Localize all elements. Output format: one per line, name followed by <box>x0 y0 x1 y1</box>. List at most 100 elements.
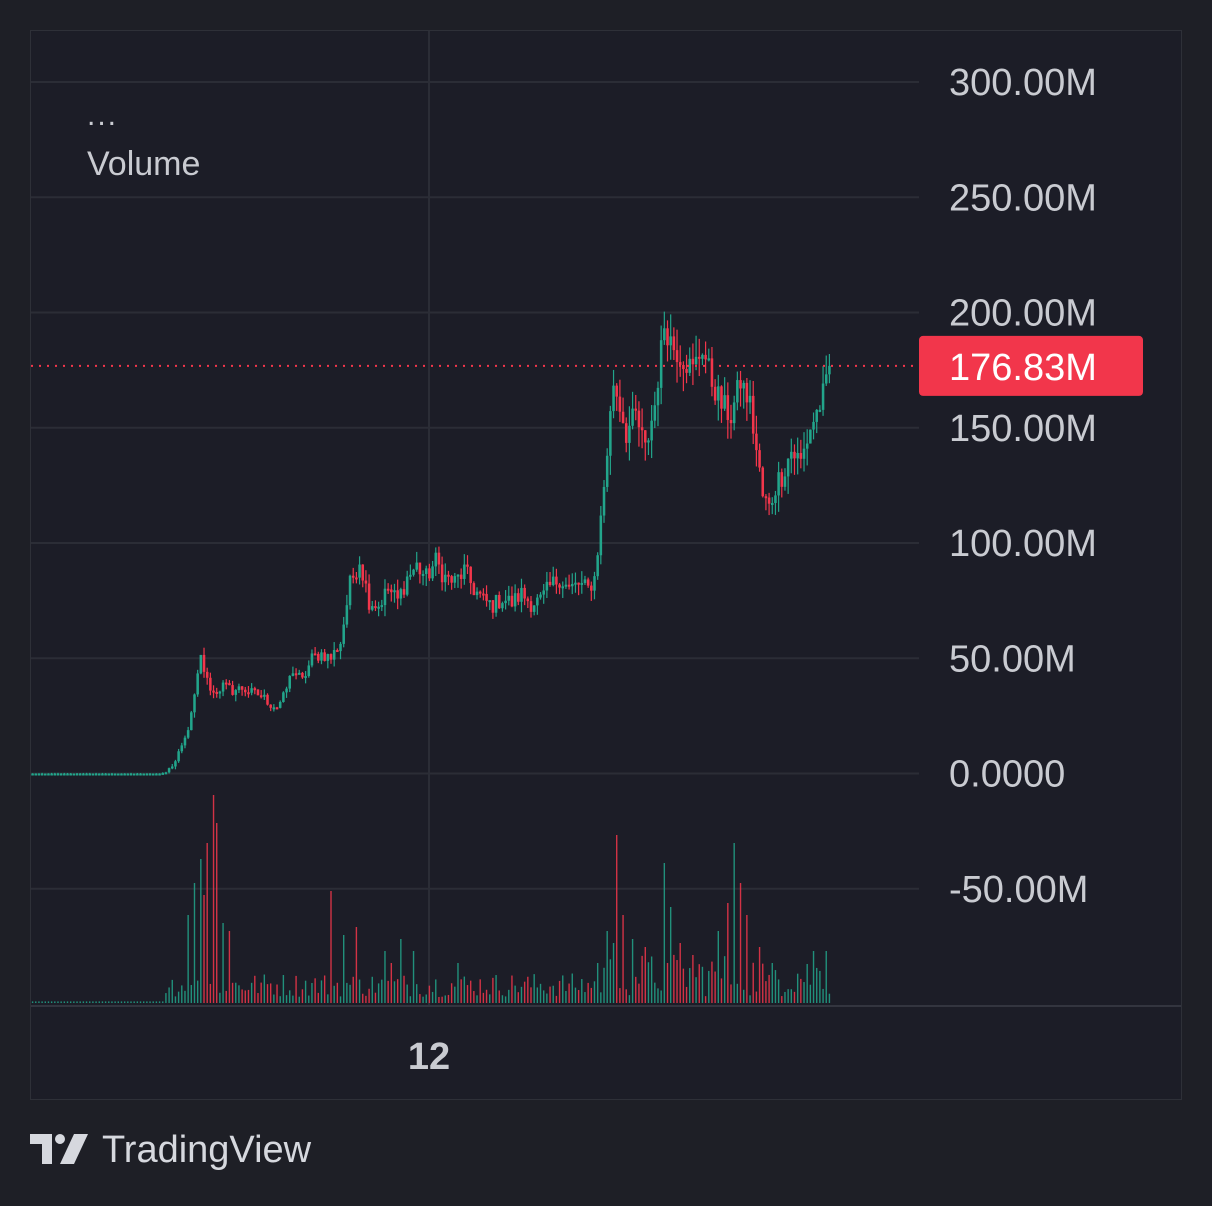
candle-body <box>431 566 434 579</box>
candle-body <box>529 601 533 612</box>
candle-body <box>383 588 387 606</box>
candle-body <box>478 591 482 594</box>
volume-bar <box>98 1001 100 1003</box>
volume-bar <box>187 915 189 1003</box>
volume-bar <box>689 968 691 1003</box>
chart-frame[interactable]: 300.00M 250.00M 200.00M 150.00M 100.00M 50.00… <box>30 30 1182 1100</box>
volume-bar <box>825 951 827 1003</box>
volume-bar <box>149 1001 151 1003</box>
volume-bar <box>101 1001 104 1003</box>
candle-body <box>790 451 793 459</box>
candle-body <box>650 420 653 441</box>
volume-bar <box>104 1001 107 1003</box>
candle-body <box>355 577 358 580</box>
volume-bar <box>108 1001 110 1003</box>
candle-body <box>564 584 568 587</box>
volume-bar <box>212 795 215 1003</box>
volume-bar <box>498 990 500 1003</box>
volume-bar <box>308 995 310 1003</box>
candle-body <box>501 603 504 609</box>
candle-body <box>475 591 479 596</box>
chart-canvas[interactable]: 300.00M 250.00M 200.00M 150.00M 100.00M 50.00… <box>31 31 1181 1099</box>
volume-bar <box>666 962 669 1003</box>
volume-bar <box>736 983 739 1003</box>
candle-body <box>736 380 739 403</box>
candle-body <box>453 576 457 583</box>
candle-body <box>631 408 634 426</box>
volume-bar <box>95 1001 97 1003</box>
y-tick-label: 200.00M <box>949 293 1097 335</box>
candle-body <box>199 654 203 674</box>
volume-bar <box>269 983 272 1003</box>
volume-bar <box>800 978 802 1003</box>
candle-body <box>644 430 647 443</box>
candle-body <box>377 606 380 609</box>
candle-body <box>161 772 165 775</box>
candle-body <box>136 773 139 776</box>
volume-bar <box>492 977 494 1003</box>
candle-body <box>234 690 238 695</box>
volume-bar <box>425 994 427 1003</box>
volume-bar <box>371 976 373 1003</box>
volume-bar <box>400 939 402 1003</box>
price-axis[interactable]: 300.00M 250.00M 200.00M 150.00M 100.00M 50.00… <box>949 62 1097 911</box>
legend-menu-dots[interactable]: ... <box>87 99 119 132</box>
volume-bar <box>476 995 478 1003</box>
candle-body <box>399 589 403 599</box>
volume-bar <box>527 976 529 1003</box>
volume-bar <box>393 981 396 1003</box>
volume-bar <box>577 990 580 1003</box>
candle-body <box>532 605 536 612</box>
volume-bar <box>38 1001 40 1003</box>
volume-bar <box>739 883 742 1003</box>
volume-bar <box>819 970 821 1003</box>
volume-bar <box>463 976 466 1003</box>
time-axis[interactable]: 12 <box>408 1036 450 1078</box>
volume-bar <box>501 995 504 1003</box>
volume-bar <box>92 1001 94 1003</box>
volume-bar <box>339 996 342 1003</box>
volume-bar <box>511 975 513 1003</box>
candle-body <box>212 690 215 693</box>
candle-body <box>142 773 145 776</box>
candle-body <box>669 336 672 346</box>
volume-bar <box>330 891 332 1003</box>
candle-body <box>723 395 726 409</box>
candle-body <box>685 369 688 373</box>
volume-bar <box>479 979 481 1003</box>
candle-body <box>361 564 365 581</box>
candle-body <box>348 575 352 606</box>
candle-body <box>266 694 269 705</box>
candle-body <box>583 579 587 583</box>
volume-bar <box>704 996 707 1003</box>
candle-body <box>456 574 460 577</box>
volume-bar <box>428 985 431 1003</box>
volume-bar <box>304 980 307 1003</box>
candle-body <box>167 768 171 773</box>
volume-bar <box>333 985 335 1003</box>
volume-bar <box>355 927 358 1003</box>
volume-bar <box>536 987 539 1003</box>
volume-bar <box>628 995 631 1003</box>
volume-bar <box>327 994 329 1003</box>
candle-body <box>767 497 771 504</box>
volume-bar <box>727 903 729 1003</box>
volume-bar <box>266 984 269 1003</box>
volume-bar <box>631 939 634 1003</box>
tradingview-brand[interactable]: TradingView <box>30 1126 311 1174</box>
volume-bar <box>514 985 516 1003</box>
volume-bar <box>362 993 364 1003</box>
volume-bar <box>647 962 650 1003</box>
volume-bar <box>717 931 720 1003</box>
candle-body <box>66 773 69 776</box>
candle-body <box>513 593 517 607</box>
candle-body <box>409 574 412 577</box>
candle-body <box>205 671 209 678</box>
candle-body <box>34 773 38 776</box>
volume-bar <box>657 988 659 1003</box>
volume-bar <box>746 915 748 1003</box>
candle-body <box>237 686 241 691</box>
volume-bar <box>571 973 573 1003</box>
candle-body <box>132 773 136 776</box>
candle-body <box>523 587 526 599</box>
